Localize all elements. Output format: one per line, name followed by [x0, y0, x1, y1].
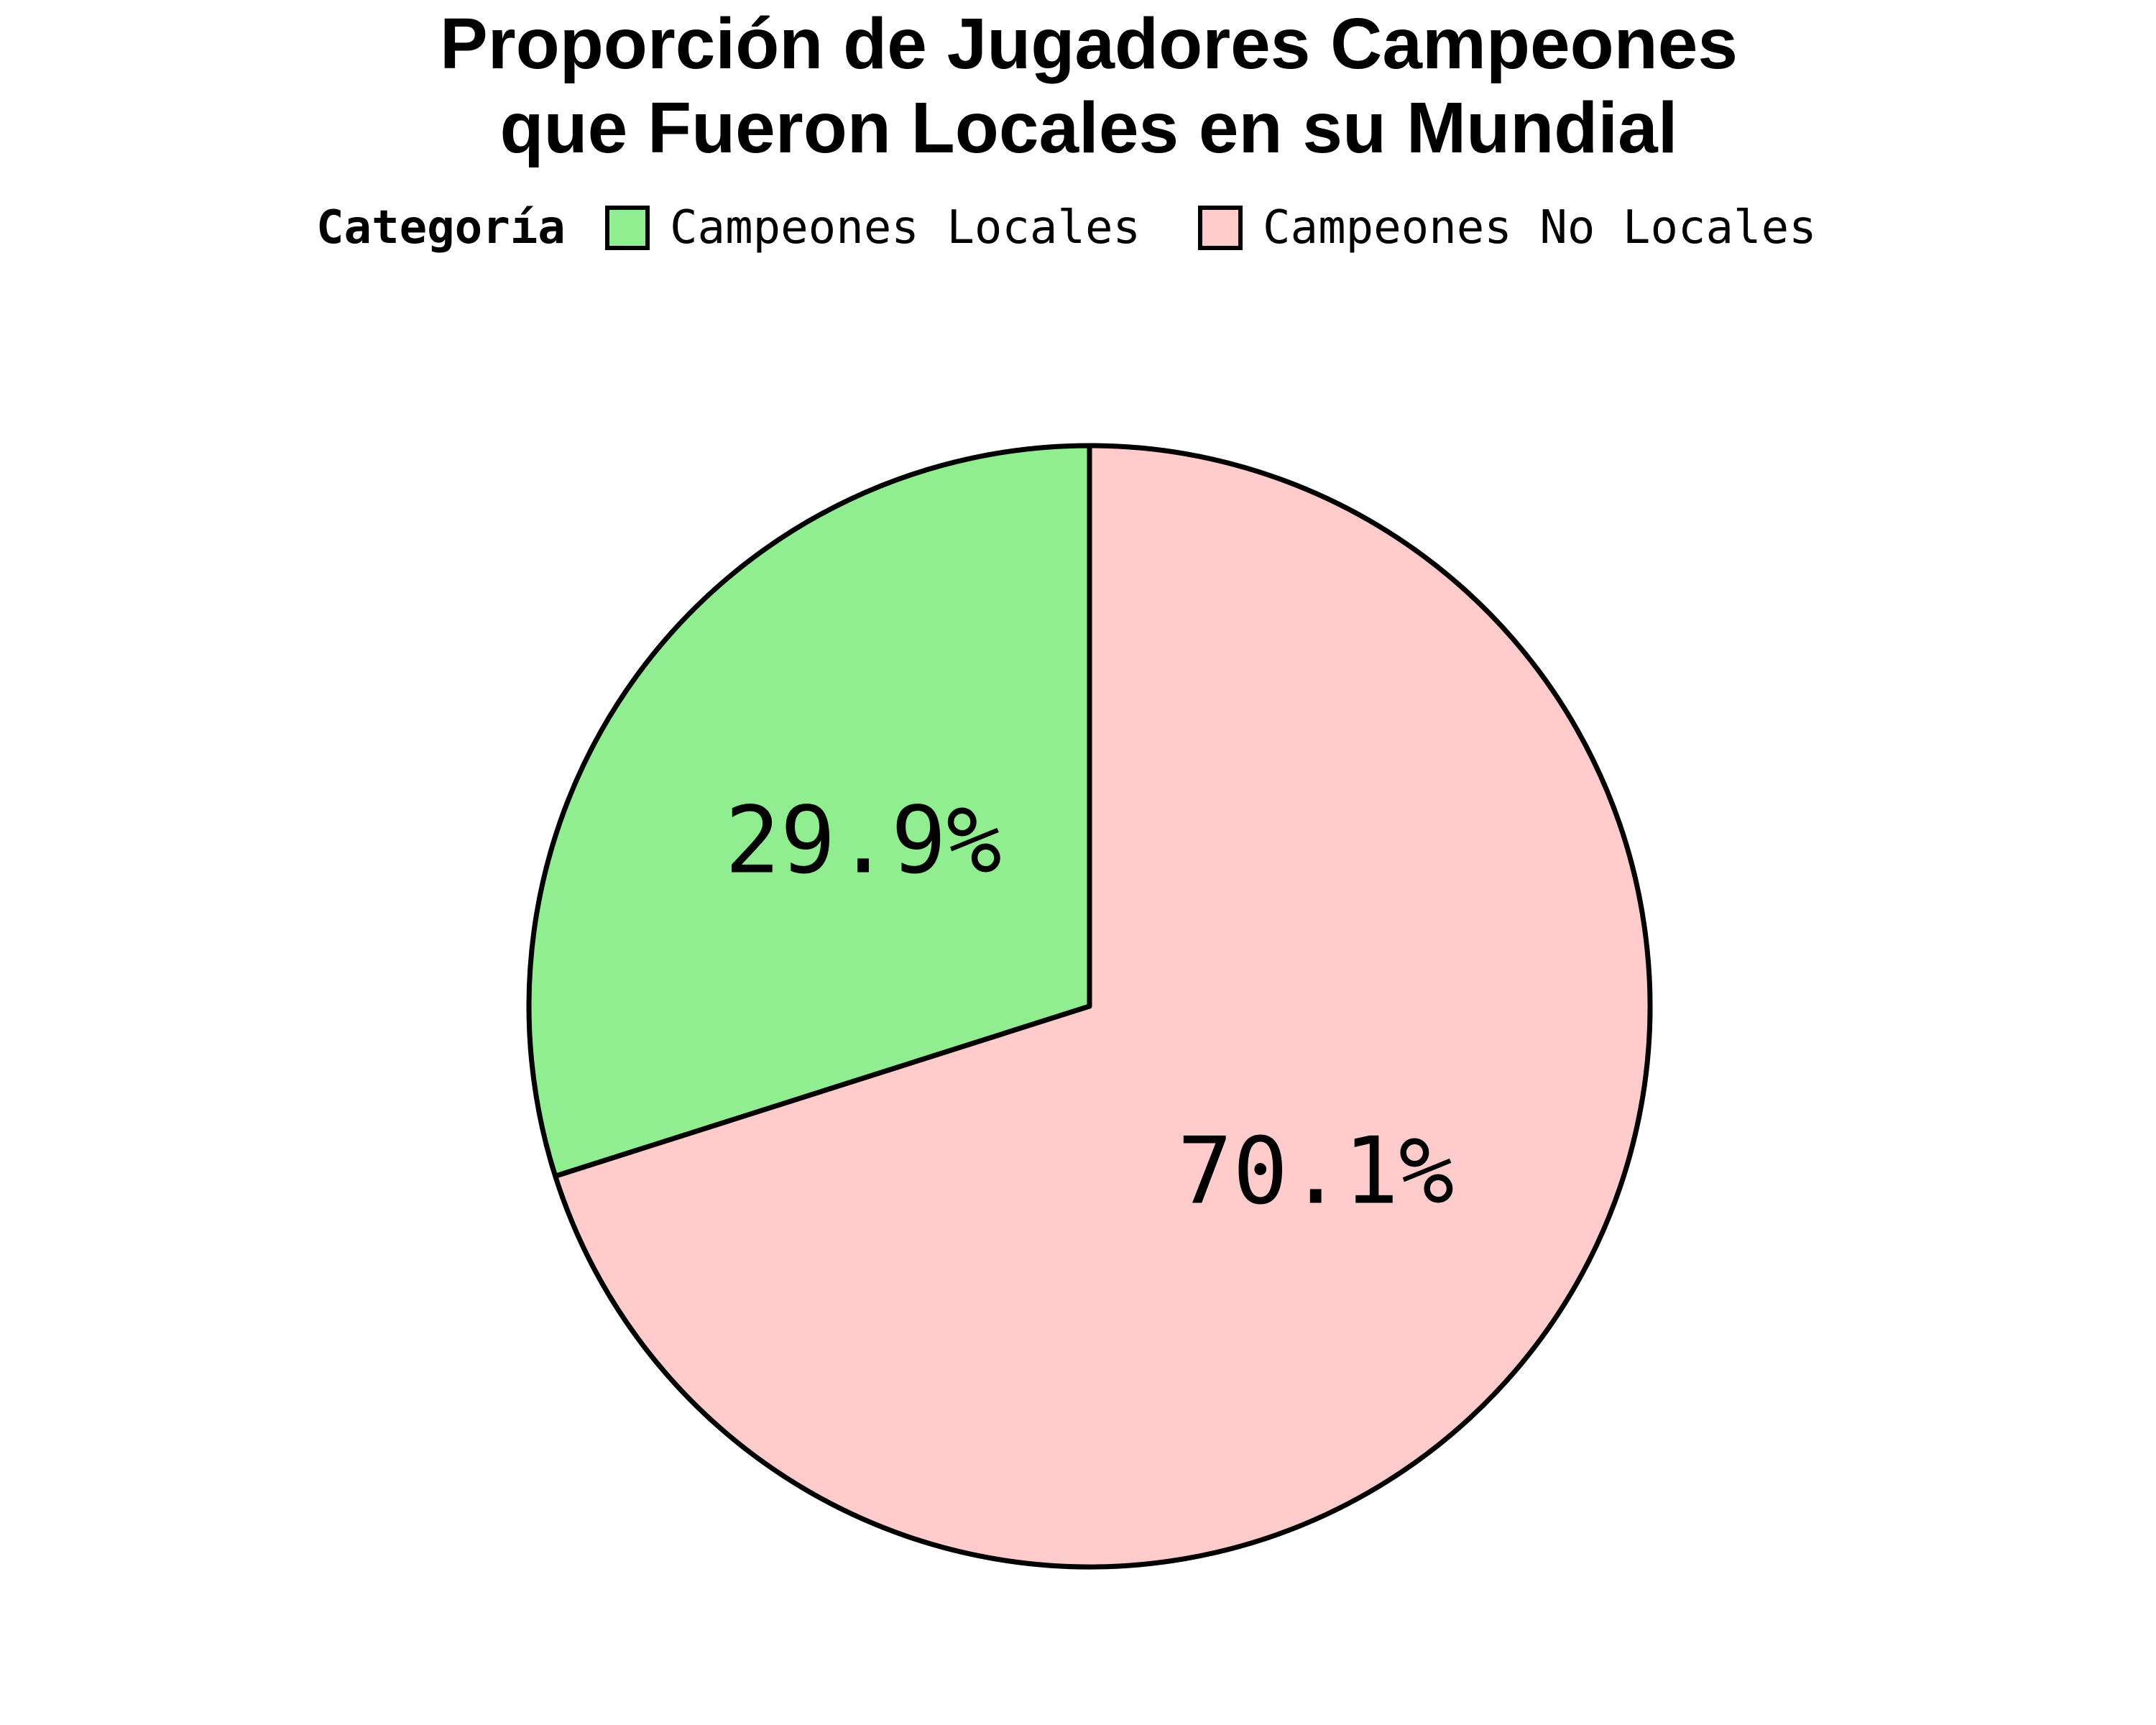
pie-label-campeones-no-locales: 70.1%	[1177, 1118, 1454, 1225]
legend-title: Categoría	[316, 201, 566, 254]
chart-title-line-1: Proporción de Jugadores Campeones	[440, 4, 1738, 84]
chart-title: Proporción de Jugadores Campeones que Fu…	[440, 4, 1738, 168]
pie-slice-campeones-locales	[526, 443, 1092, 1179]
chart-title-line-2: que Fueron Locales en su Mundial	[499, 88, 1677, 168]
legend-swatch-campeones-no-locales	[1198, 206, 1243, 250]
pie-labels: 29.9% 70.1%	[725, 787, 1455, 1225]
pie-label-campeones-locales: 29.9%	[725, 787, 1002, 894]
legend-label-campeones-locales: Campeones Locales	[670, 201, 1141, 254]
pie-slice-campeones-no-locales	[553, 443, 1653, 1570]
pie-slices	[526, 443, 1653, 1570]
legend-swatch-campeones-locales	[605, 206, 650, 250]
legend: Categoría Campeones Locales Campeones No…	[316, 201, 1817, 254]
legend-label-campeones-no-locales: Campeones No Locales	[1263, 201, 1817, 254]
